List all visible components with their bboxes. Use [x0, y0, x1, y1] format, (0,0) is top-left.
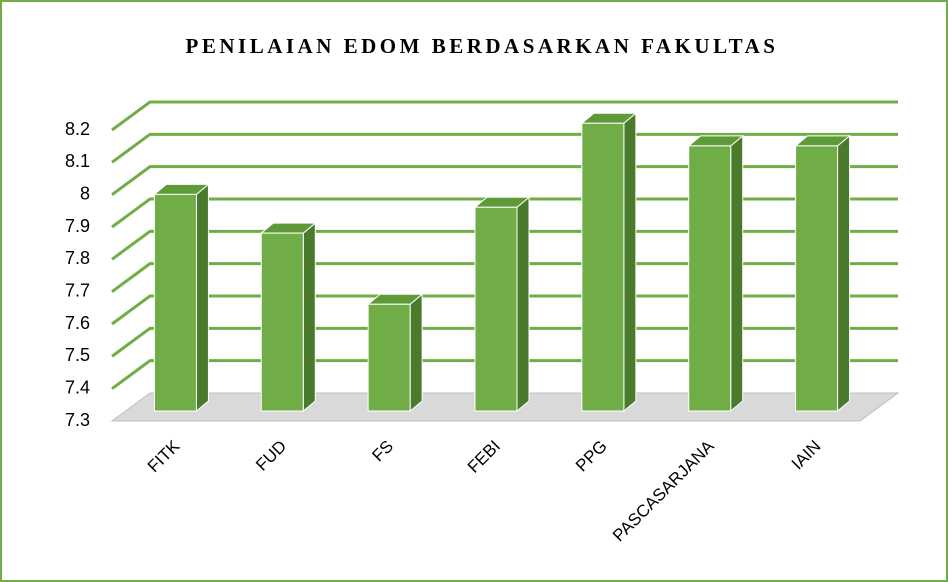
bar	[366, 293, 424, 413]
y-tick-label: 7.5	[65, 345, 90, 365]
y-tick-label: 8.2	[65, 119, 90, 139]
grid-line	[111, 229, 898, 261]
bar	[259, 222, 317, 413]
y-tick-label: 7.9	[65, 216, 90, 236]
bar	[153, 183, 210, 413]
grid-line	[111, 359, 898, 390]
y-tick-label: 8.1	[65, 151, 90, 171]
grid-line	[111, 262, 898, 293]
y-tick-label: 7.4	[65, 377, 90, 397]
y-tick-label: 7.3	[65, 410, 90, 430]
chart-title: PENILAIAN EDOM BERDASARKAN FAKULTAS	[186, 34, 779, 58]
bar	[794, 134, 851, 413]
grid-line	[111, 197, 898, 229]
bar	[473, 196, 531, 413]
grid-line	[111, 165, 898, 196]
y-tick-label: 8	[80, 183, 90, 203]
bar	[687, 134, 745, 413]
y-tick-label: 7.8	[65, 248, 90, 268]
grid-line	[111, 100, 898, 132]
bar	[580, 112, 638, 413]
grid-line	[111, 294, 898, 326]
y-tick-label: 7.7	[65, 280, 90, 300]
grid-line	[111, 132, 898, 164]
grid-line	[111, 326, 898, 358]
y-tick-label: 7.6	[65, 313, 90, 333]
